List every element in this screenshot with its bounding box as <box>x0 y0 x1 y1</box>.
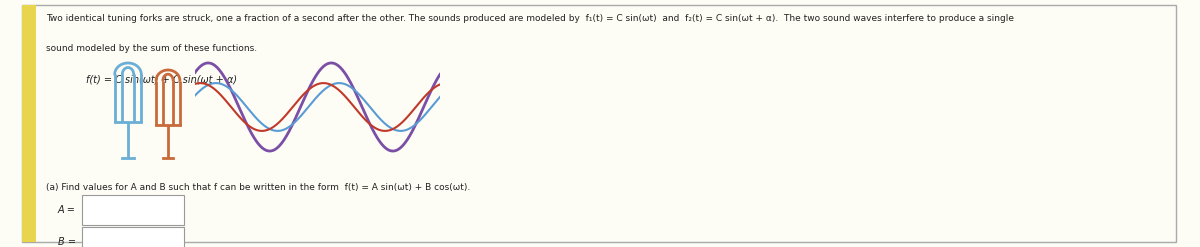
Text: Two identical tuning forks are struck, one a fraction of a second after the othe: Two identical tuning forks are struck, o… <box>46 14 1014 22</box>
Text: B =: B = <box>58 237 76 247</box>
Text: sound modeled by the sum of these functions.: sound modeled by the sum of these functi… <box>46 44 257 53</box>
Bar <box>82 195 184 225</box>
Bar <box>22 5 36 242</box>
Bar <box>82 227 184 247</box>
FancyBboxPatch shape <box>22 5 1176 242</box>
Text: (a) Find values for A and B such that f can be written in the form  f(t) = A sin: (a) Find values for A and B such that f … <box>46 183 470 192</box>
Text: f(t) = C sin(ωt) + C sin(ωt + α): f(t) = C sin(ωt) + C sin(ωt + α) <box>86 74 238 84</box>
Text: A =: A = <box>58 205 76 215</box>
